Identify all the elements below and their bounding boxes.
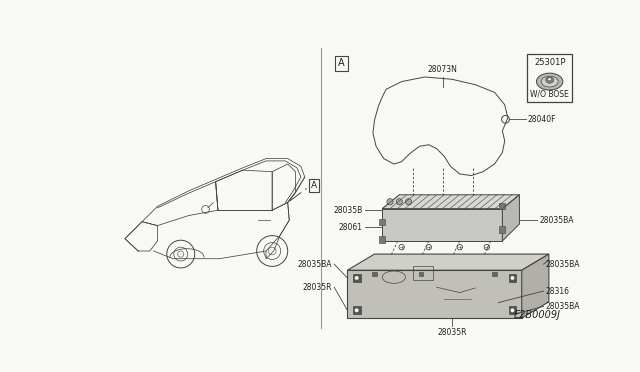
Circle shape [355,308,358,312]
Text: A: A [338,58,345,68]
Circle shape [511,308,515,312]
FancyBboxPatch shape [527,54,572,102]
FancyBboxPatch shape [499,226,506,232]
Circle shape [355,276,358,280]
Polygon shape [348,270,522,318]
FancyBboxPatch shape [379,236,385,243]
Polygon shape [382,209,502,241]
FancyBboxPatch shape [379,219,385,225]
FancyBboxPatch shape [492,272,497,276]
Ellipse shape [546,77,554,83]
Ellipse shape [536,73,563,90]
Text: 28035BA: 28035BA [545,260,579,269]
Circle shape [406,199,412,205]
Circle shape [511,276,515,280]
Text: 28061: 28061 [339,222,363,232]
Polygon shape [522,254,549,318]
Text: E2B0009J: E2B0009J [513,310,561,320]
Text: 25301P: 25301P [534,58,565,67]
Circle shape [387,199,393,205]
Text: 28035R: 28035R [302,283,332,292]
Text: W/O BOSE: W/O BOSE [531,89,569,99]
FancyBboxPatch shape [499,203,506,209]
Text: 28035BA: 28035BA [545,302,579,311]
FancyBboxPatch shape [419,272,423,276]
FancyBboxPatch shape [372,272,377,276]
FancyBboxPatch shape [353,274,360,282]
Polygon shape [382,195,520,209]
FancyBboxPatch shape [353,307,360,314]
Ellipse shape [548,78,552,81]
FancyBboxPatch shape [509,274,516,282]
Text: 28073N: 28073N [428,65,458,74]
Polygon shape [348,254,549,270]
Text: 28040F: 28040F [528,115,556,124]
Text: 28035B: 28035B [333,206,363,215]
Circle shape [396,199,403,205]
Ellipse shape [541,76,558,87]
Text: 28316: 28316 [545,286,569,295]
Text: 28035BA: 28035BA [540,216,574,225]
Text: A: A [311,181,317,190]
Text: 28035R: 28035R [437,328,467,337]
Text: 28035BA: 28035BA [298,260,332,269]
FancyBboxPatch shape [509,307,516,314]
Polygon shape [502,195,520,241]
